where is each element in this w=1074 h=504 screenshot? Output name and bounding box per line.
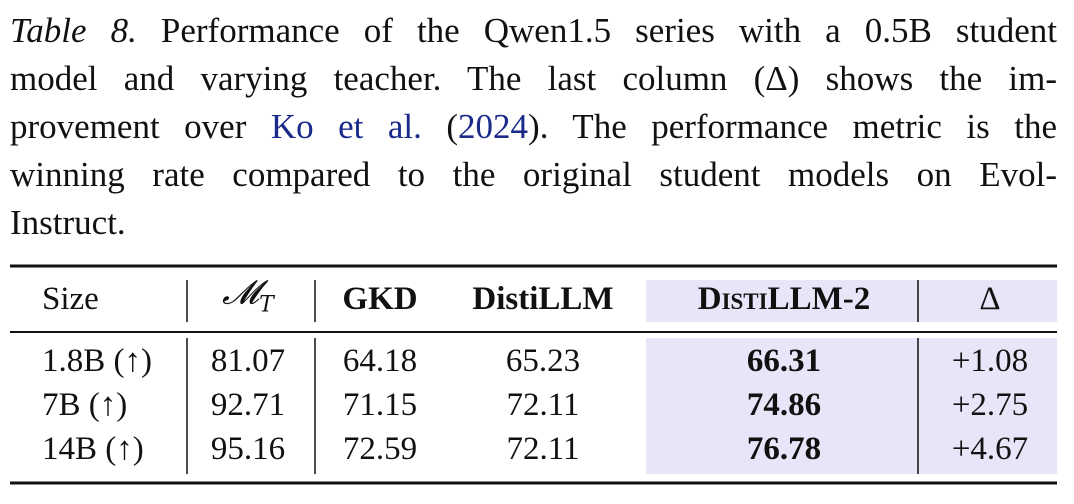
caption-text: ( [446,107,459,146]
table-cell: 74.86 [746,387,822,423]
caption-line: Instruct. [10,203,126,242]
table-cell: 14B (↑) [42,431,144,467]
table-cell: 72.11 [506,387,580,423]
caption-line: Table 8. Performance of the Qwen1.5 seri… [10,7,1057,55]
caption-line: winning rate compared to the original st… [10,155,1057,194]
table-cell: 72.59 [342,431,418,467]
caption-text: ). The performance metric is the [528,107,1058,146]
table-cell: 7B (↑) [42,387,128,423]
citation[interactable]: Ko et al. [270,107,422,146]
header-cell: GKD [342,281,418,317]
highlight-body [646,338,1057,474]
citation[interactable]: 2024 [458,107,529,146]
caption-text: Performance of the Qwen1.5 series with a… [160,11,1058,50]
math-base: 𝓜 [222,272,260,312]
header-cell: DistiLLM-2 [697,281,871,317]
column-separators [186,280,919,474]
math-sub: T [259,292,274,318]
highlight-header [646,280,1057,322]
header-cell: DistiLLM [472,281,614,317]
header-cell: 𝓜T [222,273,274,326]
table-cell: 72.11 [506,431,580,467]
table-cell: 66.31 [746,343,822,379]
caption-line: model and varying teacher. The last colu… [10,59,1057,98]
caption-line: provement over Ko et al. (2024). The per… [10,103,1057,151]
caption-label: Table 8. [10,11,137,50]
table-cell: 81.07 [210,343,286,379]
table-cell: 71.15 [342,387,418,423]
table-cell: +4.67 [951,431,1029,467]
header-cell: Size [42,281,99,317]
table-cell: +2.75 [951,387,1029,423]
table-cell: 65.23 [505,343,581,379]
table-cell: 92.71 [210,387,286,423]
table-cell: 1.8B (↑) [42,343,152,379]
table-cell: 95.16 [210,431,286,467]
header-cell: Δ [979,281,1001,317]
table-cell: +1.08 [951,343,1029,379]
table-cell: 76.78 [746,431,822,467]
caption-text: provement over [10,107,247,146]
table-cell: 64.18 [342,343,418,379]
